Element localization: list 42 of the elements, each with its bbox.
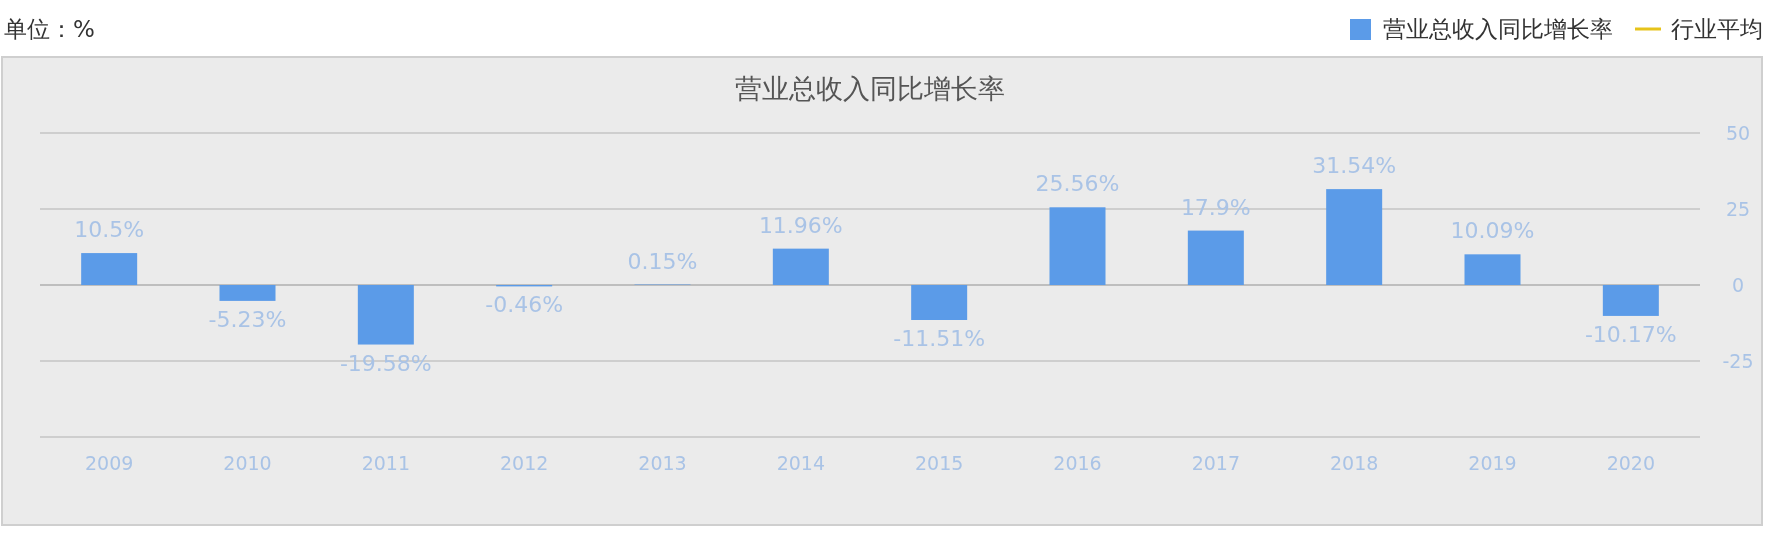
data-label: 0.15% (627, 248, 698, 274)
y-tick-label: 0 (1731, 274, 1745, 296)
chart-title: 营业总收入同比增长率 (735, 73, 1005, 104)
x-tick-label: 2017 (1191, 452, 1241, 474)
bar (911, 285, 968, 320)
bar (1464, 254, 1521, 285)
x-tick-label: 2015 (914, 452, 964, 474)
data-label: 25.56% (1035, 171, 1120, 197)
data-label: 10.5% (74, 217, 145, 243)
x-tick-label: 2014 (776, 452, 826, 474)
data-label: -5.23% (208, 306, 287, 332)
x-tick-label: 2009 (84, 452, 134, 474)
bar (1326, 189, 1383, 285)
x-tick-label: 2016 (1053, 452, 1102, 474)
x-tick-label: 2013 (638, 452, 687, 474)
data-label: -0.46% (485, 292, 564, 318)
data-label: -10.17% (1584, 321, 1677, 347)
bar (1049, 207, 1106, 285)
bar (357, 285, 414, 345)
x-tick-label: 2018 (1329, 452, 1379, 474)
data-label: 17.9% (1180, 194, 1251, 220)
data-label: 31.54% (1312, 153, 1397, 179)
bar (1602, 285, 1659, 316)
x-tick-label: 2011 (361, 452, 411, 474)
legend-label: 行业平均 (1671, 16, 1763, 42)
bar (219, 285, 276, 301)
data-label: -19.58% (339, 350, 432, 376)
text: 单位：% (4, 16, 95, 42)
data-label: 11.96% (758, 212, 843, 238)
y-tick-label: 25 (1725, 198, 1751, 220)
x-tick-label: 2012 (499, 452, 549, 474)
data-label: -11.51% (893, 325, 986, 351)
y-tick-label: -25 (1722, 350, 1754, 372)
legend-label: 营业总收入同比增长率 (1383, 16, 1613, 42)
x-tick-label: 2010 (223, 452, 272, 474)
x-tick-label: 2020 (1606, 452, 1656, 474)
bar (1187, 230, 1244, 285)
bar (81, 253, 138, 285)
bar (772, 248, 829, 285)
x-tick-label: 2019 (1468, 452, 1517, 474)
y-tick-label: 50 (1725, 122, 1751, 144)
data-label: 10.09% (1450, 218, 1535, 244)
